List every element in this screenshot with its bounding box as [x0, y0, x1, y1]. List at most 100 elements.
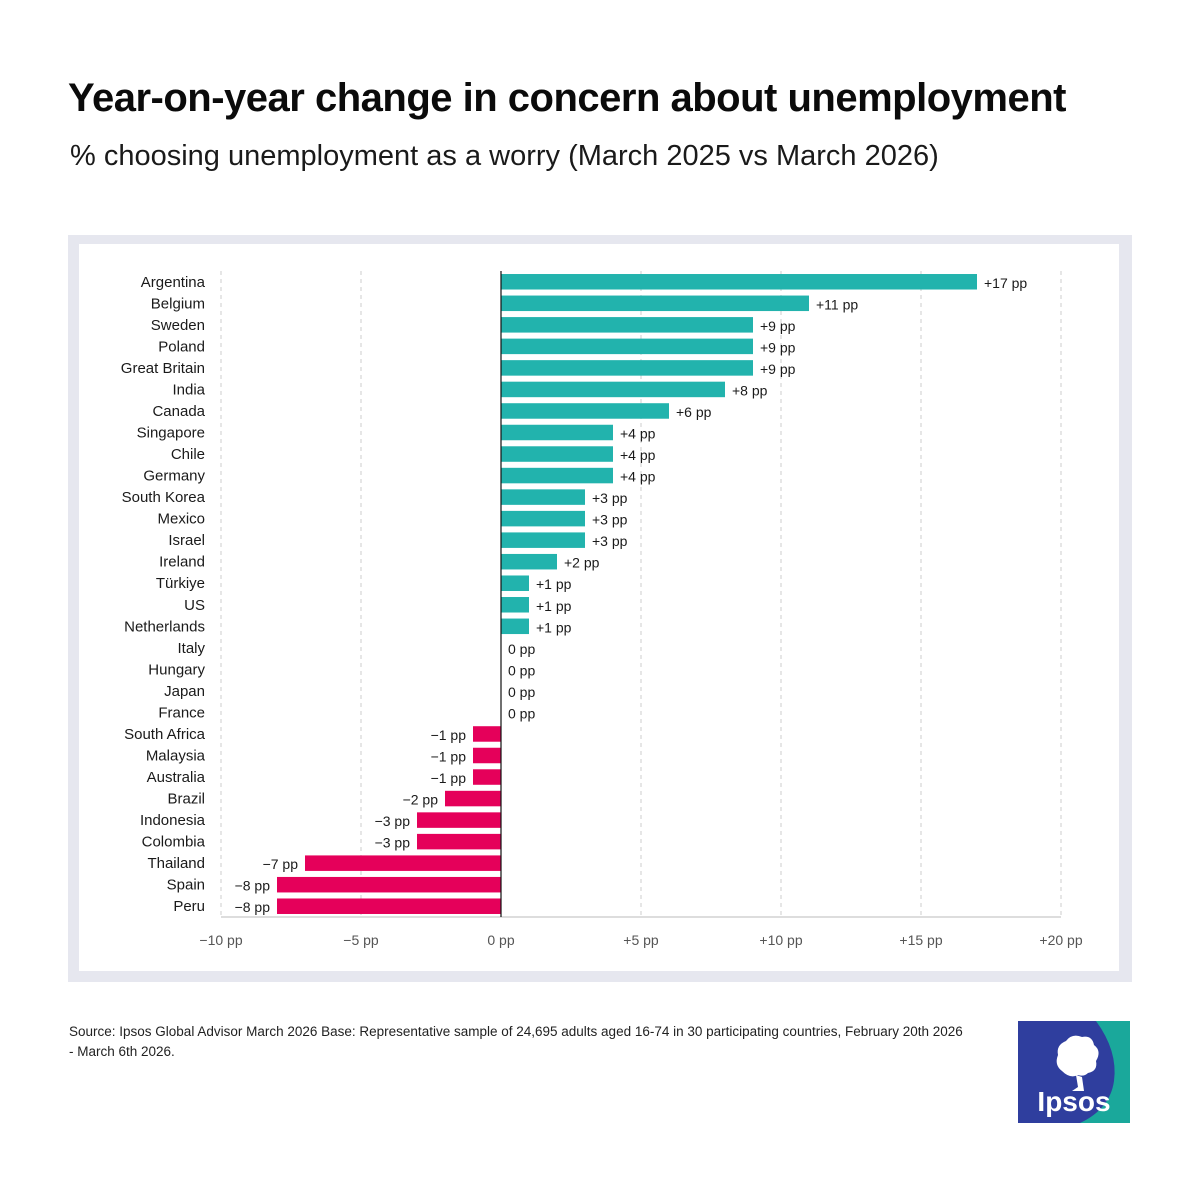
value-label: +3 pp — [592, 490, 628, 506]
category-label: South Africa — [124, 726, 206, 743]
category-label: Poland — [158, 338, 205, 355]
category-label: Spain — [167, 877, 205, 894]
source-note: Source: Ipsos Global Advisor March 2026 … — [69, 1024, 963, 1059]
category-label: Mexico — [157, 511, 205, 528]
category-label: Belgium — [151, 295, 205, 312]
category-label: Canada — [152, 403, 205, 420]
value-label: +9 pp — [760, 361, 796, 377]
bar — [445, 790, 501, 807]
value-label: +6 pp — [676, 404, 712, 420]
bar — [501, 381, 725, 398]
logo-teal-shape — [1080, 1021, 1130, 1123]
bar — [277, 898, 501, 914]
chart-title: Year-on-year change in concern about une… — [68, 76, 1066, 120]
value-label: −8 pp — [235, 899, 271, 915]
bar — [501, 317, 753, 333]
category-label: Brazil — [167, 791, 205, 808]
logo-neck — [1072, 1075, 1084, 1091]
value-label: +4 pp — [620, 447, 656, 463]
category-label: Netherlands — [124, 618, 205, 635]
x-tick-label: 0 pp — [487, 932, 514, 948]
value-label: +1 pp — [536, 598, 572, 614]
x-tick-label: −10 pp — [199, 932, 242, 948]
bar — [417, 833, 501, 850]
x-tick-label: +5 pp — [623, 932, 659, 948]
labels: −10 pp −5 pp 0 pp +5 pp +10 pp +15 pp +20 pp Ar… — [121, 274, 1083, 948]
bar — [501, 510, 585, 527]
bar — [501, 597, 529, 613]
bar — [473, 726, 501, 742]
x-tick-label: +10 pp — [759, 932, 802, 948]
category-label: US — [184, 597, 205, 614]
category-label: Singapore — [137, 425, 205, 442]
category-label: Ireland — [159, 554, 205, 571]
bars — [277, 271, 977, 917]
value-label: 0 pp — [508, 684, 535, 700]
bar — [501, 403, 669, 419]
value-label: −7 pp — [263, 856, 299, 872]
bar — [417, 812, 501, 828]
value-label: +17 pp — [984, 275, 1027, 291]
bar — [501, 467, 613, 484]
ipsos-logo-icon: Ipsos — [1018, 1021, 1130, 1123]
value-label: +3 pp — [592, 512, 628, 528]
chart-subtitle: % choosing unemployment as a worry (Marc… — [70, 140, 939, 172]
category-label: Malaysia — [146, 748, 206, 765]
category-label: Chile — [171, 446, 205, 463]
bar — [473, 769, 501, 785]
value-label: +1 pp — [536, 619, 572, 635]
bar — [501, 553, 557, 570]
x-tick-label: +20 pp — [1039, 932, 1082, 948]
bar — [501, 575, 529, 591]
value-label: 0 pp — [508, 705, 535, 721]
value-label: 0 pp — [508, 641, 535, 657]
category-label: Sweden — [151, 317, 205, 334]
value-label: −1 pp — [431, 770, 467, 786]
category-label: Germany — [143, 468, 205, 485]
category-label: Israel — [168, 532, 205, 549]
category-label: Australia — [147, 769, 206, 786]
value-label: +1 pp — [536, 576, 572, 592]
bar — [501, 274, 977, 290]
value-label: −3 pp — [375, 813, 411, 829]
bar — [501, 489, 585, 505]
bar-chart: −10 pp −5 pp 0 pp +5 pp +10 pp +15 pp +20 pp Ar… — [121, 271, 1083, 948]
bar — [501, 338, 753, 355]
category-label: Italy — [177, 640, 205, 657]
bar — [501, 295, 809, 312]
category-label: Great Britain — [121, 360, 205, 377]
value-label: +3 pp — [592, 533, 628, 549]
value-label: +11 pp — [816, 296, 858, 312]
x-tick-label: −5 pp — [343, 932, 379, 948]
category-label: Peru — [173, 898, 205, 915]
value-label: −1 pp — [431, 749, 467, 765]
bar — [305, 855, 501, 871]
x-tick-label: +15 pp — [899, 932, 942, 948]
category-label: Türkiye — [156, 575, 205, 592]
bar — [501, 360, 753, 376]
value-label: +9 pp — [760, 339, 796, 355]
bar — [473, 747, 501, 764]
value-label: +4 pp — [620, 426, 656, 442]
value-label: −2 pp — [403, 792, 439, 808]
category-label: France — [158, 704, 205, 721]
category-label: Hungary — [148, 661, 205, 678]
ipsos-logo: Ipsos — [1018, 1021, 1130, 1123]
value-label: −8 pp — [235, 878, 271, 894]
value-label: −3 pp — [375, 835, 411, 851]
bar — [501, 532, 585, 548]
gridlines — [220, 271, 1062, 918]
value-label: +8 pp — [732, 382, 768, 398]
category-label: Colombia — [142, 834, 206, 851]
category-label: South Korea — [122, 489, 206, 506]
category-label: India — [172, 381, 205, 398]
value-label: 0 pp — [508, 662, 535, 678]
category-label: Argentina — [141, 274, 206, 291]
category-label: Thailand — [147, 855, 205, 872]
value-label: +4 pp — [620, 469, 656, 485]
bar — [501, 424, 613, 441]
value-label: +9 pp — [760, 318, 796, 334]
bar — [501, 446, 613, 462]
category-label: Indonesia — [140, 812, 206, 829]
value-label: −1 pp — [431, 727, 467, 743]
